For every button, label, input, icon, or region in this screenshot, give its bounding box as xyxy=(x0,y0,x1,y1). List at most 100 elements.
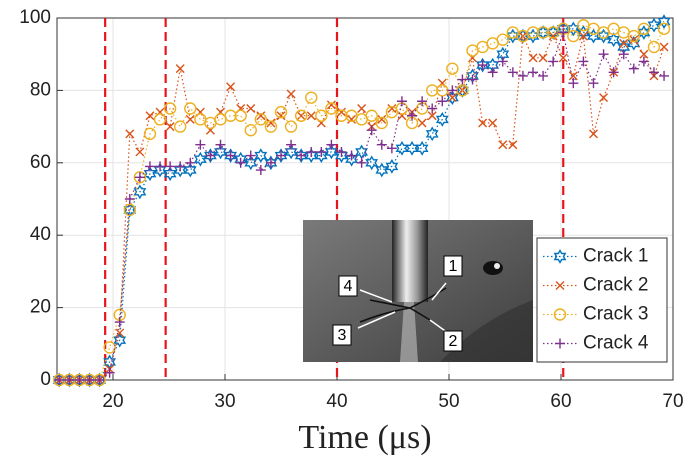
marker-plus xyxy=(437,96,448,107)
marker-plus xyxy=(648,67,659,78)
marker-x xyxy=(568,71,578,81)
marker-circle xyxy=(335,109,348,122)
marker-x xyxy=(326,100,336,110)
marker-x xyxy=(508,140,518,150)
marker-x xyxy=(165,122,175,132)
marker-star xyxy=(425,126,439,142)
x-tick-label: 50 xyxy=(438,391,459,412)
marker-plus xyxy=(276,150,286,161)
x-tick-label: 40 xyxy=(326,391,347,412)
marker-circle xyxy=(103,341,116,354)
legend-box xyxy=(536,237,668,363)
marker-circle xyxy=(365,109,378,122)
inset-photo: 4 1 3 2 xyxy=(303,220,533,362)
marker-plus xyxy=(215,139,226,150)
plot-frame xyxy=(56,17,674,381)
marker-x xyxy=(175,64,185,74)
marker-circle xyxy=(325,102,338,115)
marker-plus xyxy=(346,150,357,161)
marker-x xyxy=(306,111,316,121)
marker-plus xyxy=(487,67,498,78)
marker-circle xyxy=(274,105,288,119)
legend: Crack 1 Crack 2 Crack 3 Crack 4 xyxy=(536,237,668,363)
marker-circle xyxy=(123,203,137,217)
marker-x xyxy=(498,140,508,150)
marker-plus xyxy=(618,49,629,60)
marker-star xyxy=(224,148,238,164)
marker-circle xyxy=(305,91,318,104)
marker-plus xyxy=(598,49,609,60)
marker-circle xyxy=(234,109,247,122)
marker-circle xyxy=(133,171,147,184)
marker-plus xyxy=(568,78,579,89)
marker-plus xyxy=(84,375,95,385)
x-tick-label: 60 xyxy=(550,391,571,412)
marker-plus xyxy=(427,103,438,114)
marker-plus xyxy=(114,317,125,328)
marker-circle xyxy=(647,40,661,54)
marker-plus xyxy=(467,74,478,85)
marker-circle xyxy=(553,308,567,321)
marker-circle xyxy=(294,109,308,122)
marker-plus xyxy=(94,375,105,385)
marker-x xyxy=(447,93,457,103)
marker-plus xyxy=(255,165,266,176)
marker-plus xyxy=(517,70,528,81)
marker-plus xyxy=(316,146,327,157)
marker-plus xyxy=(386,143,397,154)
marker-x xyxy=(588,129,598,139)
marker-plus xyxy=(366,125,377,136)
marker-circle xyxy=(446,62,459,75)
marker-x xyxy=(488,118,498,128)
marker-plus xyxy=(477,60,488,71)
y-tick-label: 60 xyxy=(30,152,51,173)
marker-plus xyxy=(245,150,256,161)
marker-plus xyxy=(134,172,145,183)
marker-circle xyxy=(567,29,580,43)
marker-x xyxy=(387,104,397,113)
marker-plus xyxy=(528,67,538,78)
marker-x xyxy=(115,328,125,338)
marker-plus xyxy=(64,375,75,385)
marker-plus xyxy=(588,78,599,89)
inset-label: 1 xyxy=(449,258,458,275)
marker-star xyxy=(143,166,157,182)
marker-x xyxy=(145,111,155,121)
marker-star xyxy=(264,155,278,171)
marker-star xyxy=(244,155,258,171)
marker-star xyxy=(375,162,389,178)
marker-x xyxy=(226,82,236,92)
marker-x xyxy=(135,147,145,157)
marker-circle xyxy=(244,124,257,137)
marker-star xyxy=(385,159,399,174)
marker-circle xyxy=(375,116,388,130)
marker-circle xyxy=(496,33,509,46)
marker-star xyxy=(163,166,177,182)
marker-circle xyxy=(627,29,640,43)
marker-x xyxy=(266,118,276,128)
marker-plus xyxy=(376,139,387,150)
marker-x xyxy=(555,281,565,290)
marker-x xyxy=(417,118,427,128)
legend-label: Crack 3 xyxy=(583,304,648,325)
y-tick-label: 20 xyxy=(30,297,51,318)
marker-plus xyxy=(104,367,115,378)
marker-star xyxy=(203,148,217,163)
marker-plus xyxy=(638,56,649,67)
marker-plus xyxy=(74,375,85,385)
marker-circle xyxy=(153,113,167,126)
marker-x xyxy=(286,89,296,99)
marker-circle xyxy=(264,120,278,133)
marker-plus xyxy=(286,139,297,150)
marker-plus xyxy=(507,67,518,78)
marker-plus xyxy=(225,150,236,161)
marker-plus xyxy=(407,110,418,121)
x-tick-label: 20 xyxy=(102,391,123,412)
legend-label: Crack 1 xyxy=(583,246,648,267)
x-tick-label: 30 xyxy=(214,391,235,412)
marker-plus xyxy=(356,157,367,168)
x-axis-label: Time (μs) xyxy=(298,419,431,456)
marker-plus xyxy=(457,74,468,85)
y-tick-label: 0 xyxy=(40,369,51,390)
marker-circle xyxy=(536,26,550,39)
